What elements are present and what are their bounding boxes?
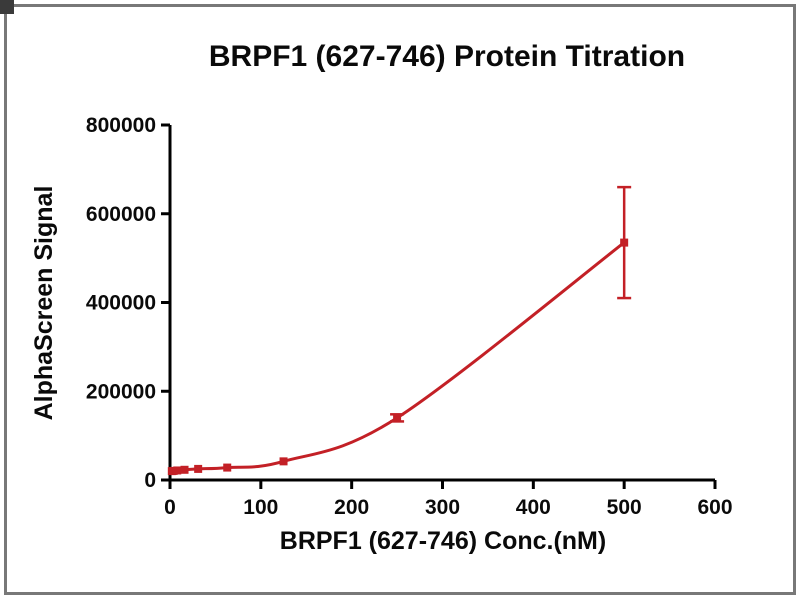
y-tick-label: 800000 — [86, 114, 156, 137]
x-tick-label: 0 — [164, 496, 176, 519]
y-tick-label: 400000 — [86, 292, 156, 315]
chart-title: BRPF1 (627-746) Protein Titration — [209, 40, 685, 73]
data-point-marker — [180, 465, 189, 474]
y-tick-label: 200000 — [86, 380, 156, 403]
y-axis-label: AlphaScreen Signal — [30, 186, 58, 421]
corner-artifact — [0, 0, 14, 14]
y-tick-label: 0 — [144, 469, 156, 492]
plot-area: 0 100 200 300 400 500 600 0 200000 400000 600000 80… — [86, 114, 733, 519]
data-point-marker — [620, 238, 629, 247]
data-point-marker — [194, 464, 203, 473]
x-tick-label: 100 — [243, 496, 278, 519]
data-point-marker — [223, 463, 232, 472]
x-tick-label: 500 — [607, 496, 642, 519]
x-tick-label: 400 — [516, 496, 551, 519]
series-curve — [171, 241, 626, 473]
data-point-marker — [393, 413, 402, 422]
data-point-marker — [279, 457, 288, 466]
figure-border-frame — [4, 4, 796, 595]
x-tick-label: 300 — [425, 496, 460, 519]
x-tick-label: 600 — [697, 496, 732, 519]
x-tick-label: 200 — [334, 496, 369, 519]
y-tick-label: 600000 — [86, 203, 156, 226]
x-axis-label: BRPF1 (627-746) Conc.(nM) — [280, 527, 606, 555]
data-point-marker — [173, 466, 182, 475]
